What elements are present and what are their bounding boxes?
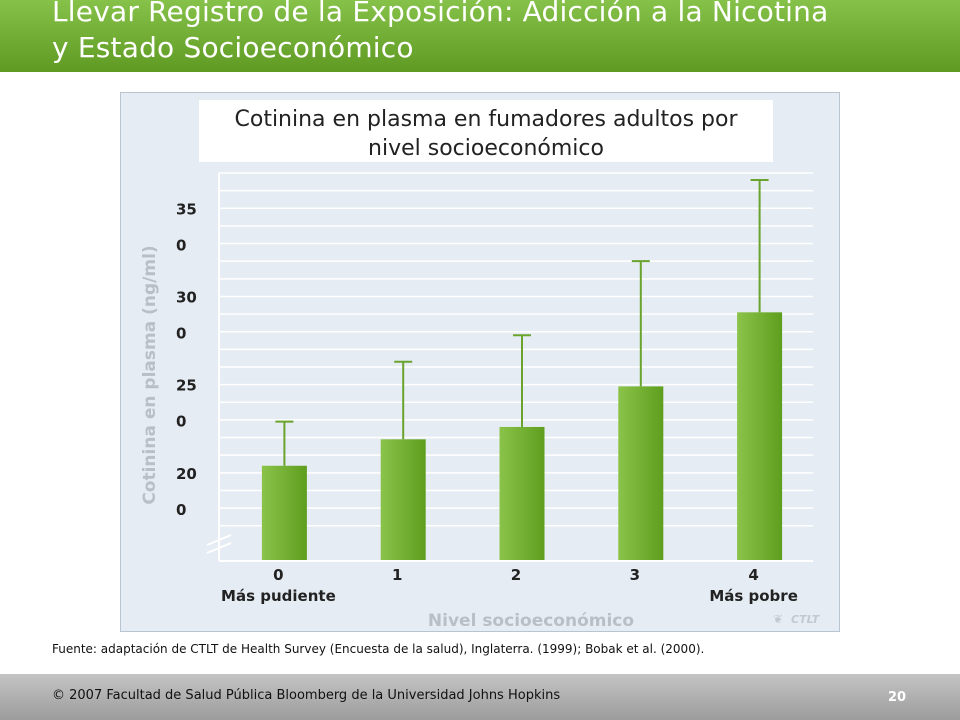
- x-tick-label: 3: [630, 566, 640, 584]
- copyright-icon: ©: [52, 688, 65, 703]
- chart-panel: Cotinina en plasma en fumadores adultos …: [120, 92, 840, 632]
- y-tick-label: 30: [176, 288, 197, 306]
- footer-copyright: © 2007 Facultad de Salud Pública Bloombe…: [52, 688, 560, 703]
- x-tick-label: 1: [392, 566, 402, 584]
- slide-title: Llevar Registro de la Exposición: Adicci…: [52, 0, 952, 66]
- label-layer: 35 0 30 0 25 0 20 0 0 Más pudiente 1 2 3 4 Más pobre: [176, 200, 798, 605]
- bar: [261, 465, 307, 561]
- x-tick-label: 4: [748, 566, 758, 584]
- page-number: 20: [888, 690, 907, 705]
- x-tick-sublabel: Más pudiente: [221, 587, 336, 605]
- bar: [380, 439, 426, 561]
- ctlt-watermark-text: CTLT: [791, 613, 821, 626]
- y-tick-label: 0: [176, 501, 186, 519]
- y-tick-label: 35: [176, 200, 197, 218]
- chart-title-line-2: nivel socioeconómico: [368, 136, 604, 161]
- bar: [499, 426, 545, 561]
- grid-layer: [219, 172, 813, 527]
- y-tick-label: 0: [176, 236, 186, 254]
- x-tick-sublabel: Más pobre: [709, 587, 798, 605]
- y-tick-label: 0: [176, 324, 186, 342]
- slide-title-line-2: y Estado Socioeconómico: [52, 31, 414, 64]
- y-tick-label: 20: [176, 465, 197, 483]
- slide-footer: © 2007 Facultad de Salud Pública Bloombe…: [0, 674, 960, 720]
- bar-chart: Cotinina en plasma en fumadores adultos …: [140, 100, 821, 631]
- x-tick-label: 2: [511, 566, 521, 584]
- copyright-text: 2007 Facultad de Salud Pública Bloomberg…: [69, 688, 561, 703]
- bar: [618, 386, 664, 561]
- x-tick-label: 0: [273, 566, 283, 584]
- axis-break-mark: [206, 542, 232, 554]
- bar-layer: [261, 179, 783, 561]
- y-tick-label: 25: [176, 377, 197, 395]
- ctlt-logo-icon: ❦: [773, 612, 783, 626]
- axis-layer: [206, 173, 813, 562]
- ctlt-watermark: ❦ CTLT: [773, 612, 821, 626]
- y-tick-label: 0: [176, 413, 186, 431]
- slide-header: Llevar Registro de la Exposición: Adicci…: [0, 0, 960, 72]
- x-axis-label: Nivel socioeconómico: [428, 611, 634, 631]
- slide-title-line-1: Llevar Registro de la Exposición: Adicci…: [52, 0, 829, 28]
- axis-break-mark: [206, 534, 232, 546]
- bar: [737, 312, 783, 561]
- y-axis-label: Cotinina en plasma (ng/ml): [140, 245, 160, 504]
- source-note: Fuente: adaptación de CTLT de Health Sur…: [52, 642, 705, 656]
- chart-title-box: [199, 100, 773, 162]
- chart-title-line-1: Cotinina en plasma en fumadores adultos …: [235, 107, 739, 132]
